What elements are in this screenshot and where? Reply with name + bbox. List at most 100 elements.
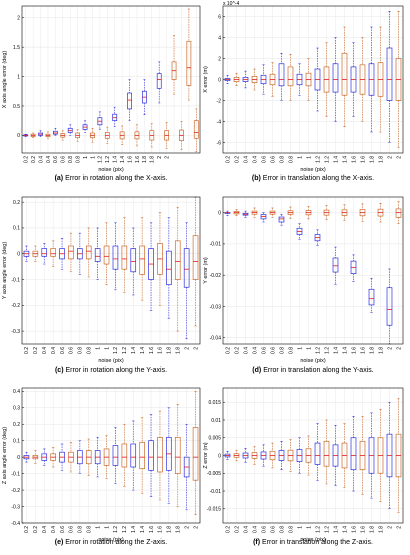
x-tick-label: 0.4 [38,156,44,163]
x-axis-label: noise (pix) [98,537,124,543]
box-iqr [386,287,393,326]
y-tick-label: -6 [217,140,222,146]
box-10 [305,435,312,476]
box-1 [224,450,231,461]
x-tick-label: 1.6 [351,156,357,163]
box-iqr [41,248,48,257]
box-13 [332,425,339,486]
x-tick-label: 1.6 [360,347,366,354]
y-tick-label: -0.02 [210,273,222,279]
x-tick-label: 1.8 [150,156,156,163]
x-tick-label: 2 [164,156,170,159]
box-7 [278,441,285,470]
x-tick-label: 1.2 [113,526,119,533]
y-tick-label: 0 [17,133,20,139]
box-6 [68,232,74,273]
x-tick-label: 0.2 [225,526,231,533]
x-tick-label: 1.6 [127,156,133,163]
box-4 [251,207,258,218]
x-tick-label: 0.2 [24,526,30,533]
box-11 [97,111,103,130]
x-axis-label: noise (pix) [98,358,124,364]
x-tick-label: 1.4 [342,156,348,163]
x-axis-label: noise (pix) [300,537,326,543]
box-iqr [332,63,339,93]
box-19 [183,222,190,340]
x-tick-label: 0.6 [53,156,59,163]
box-iqr [112,245,119,270]
box-16 [157,212,163,306]
x-tick-label: 0.4 [46,156,52,163]
box-20 [192,196,199,327]
y-tick-label: 2 [17,16,20,22]
x-tick-label: 1 [104,526,110,529]
x-tick-label: 1 [306,156,312,159]
box-iqr [94,248,101,262]
box-18 [174,404,181,507]
box-2 [30,132,36,138]
box-17 [141,79,147,116]
box-9 [296,223,303,240]
box-17 [368,278,375,313]
y-tick-label: 0.015 [208,400,221,406]
box-iqr [148,440,154,471]
x-tick-label: 1 [90,156,96,159]
x-tick-label: 1.6 [360,526,366,533]
box-iqr [368,288,375,306]
x-tick-label: 0.8 [87,526,93,533]
x-tick-label: 1.2 [324,156,330,163]
x-tick-label: 1.6 [135,156,141,163]
caption-label: (e) [55,539,66,546]
box-7 [67,124,73,136]
box-2 [32,450,39,464]
box-iqr [166,250,172,286]
box-1 [23,245,30,262]
x-tick-label: 0.4 [51,526,57,533]
box-3 [41,243,48,265]
box-iqr [323,440,330,467]
y-axis-label: Z error (m) [203,442,209,468]
x-tick-label: 1.8 [369,526,375,533]
y-tick-label: 0 [218,210,221,216]
x-tick-label: 0.2 [24,347,30,354]
box-16 [359,416,366,495]
box-23 [186,8,192,101]
caption-label: (c) [55,367,66,374]
x-tick-label: 2 [184,526,190,529]
axis-exponent-label: x 10^-4 [223,1,239,7]
x-tick-label: 0.2 [33,526,39,533]
box-17 [166,217,172,319]
x-tick-label: 1.4 [333,156,339,163]
box-2 [32,245,39,262]
y-tick-label: 0.3 [13,406,20,412]
box-3 [242,448,249,463]
x-tick-label: 1.2 [315,156,321,163]
box-10 [305,206,312,220]
y-tick-label: 0.1 [13,438,20,444]
box-9 [94,437,101,478]
y-tick-label: -0.1 [11,471,20,477]
x-tick-label: 0.8 [78,347,84,354]
chart-panel-c: -0.3-0.2-0.100.10.20.2 0.2 0.4 0.4 0.6 0.6 0.8… [2,196,201,374]
box-2 [233,209,240,217]
box-7 [278,53,285,101]
x-tick-label: 2 [157,156,163,159]
x-tick-label: 2 [193,347,199,350]
caption-text: Error in rotation along the X-axis. [65,175,167,182]
x-tick-label: 0.4 [252,526,258,533]
box-iqr [186,40,192,86]
x-tick-label: 1 [306,526,312,529]
box-5 [52,128,58,136]
caption-text: Error in rotation along the Z-axis. [65,539,167,546]
x-tick-label: 0.8 [288,526,294,533]
x-tick-label: 2 [387,156,393,159]
caption-label: (d) [252,367,263,374]
chart-panel-a: 00.511.520.2 0.2 0.4 0.4 0.6 0.6 0.8 0.8 1 1 1.2 1.… [2,5,201,182]
box-14 [341,204,348,221]
box-16 [359,37,366,122]
x-tick-label: 0.6 [261,526,267,533]
box-iqr [395,208,402,218]
box-11 [112,427,119,484]
x-tick-label: 1.4 [342,526,348,533]
